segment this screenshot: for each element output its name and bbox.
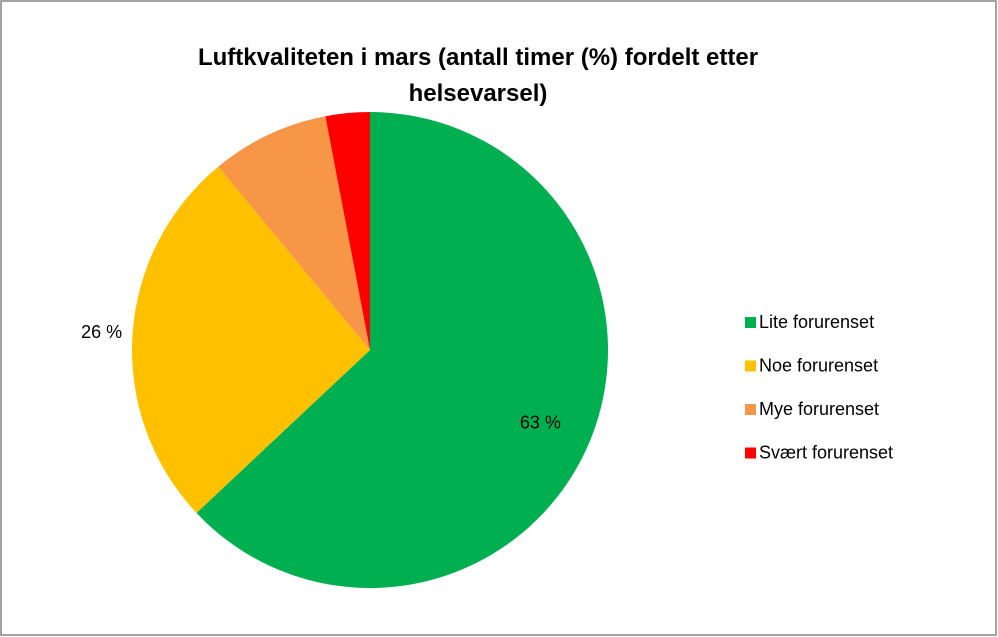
- legend-label: Noe forurenset: [759, 355, 878, 375]
- pie-slice: [196, 112, 608, 588]
- data-label: 26 %: [81, 322, 122, 342]
- legend-label: Lite forurenset: [759, 312, 874, 332]
- legend-swatch: [745, 317, 756, 328]
- pie-slice: [218, 116, 370, 350]
- pie-slice: [325, 112, 370, 350]
- legend-swatch: [745, 360, 756, 372]
- chart-title: Luftkvaliteten i mars (antall timer (%) …: [197, 44, 759, 107]
- data-label: 63 %: [520, 412, 561, 432]
- legend-swatch: [745, 404, 756, 415]
- legend-label: Svært forurenset: [759, 442, 893, 462]
- legend-swatch: [745, 447, 756, 459]
- pie-slice: [131, 166, 370, 513]
- legend-label: Mye forurenset: [759, 399, 879, 419]
